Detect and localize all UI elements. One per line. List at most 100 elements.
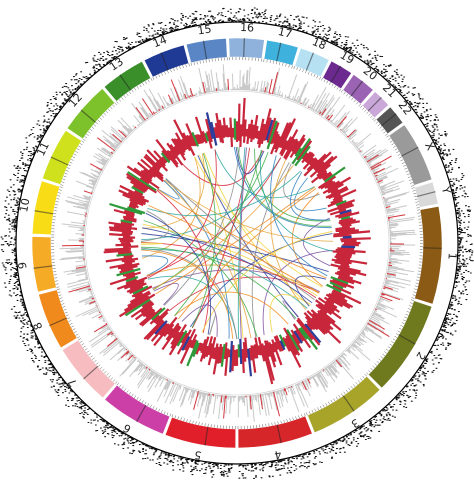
inner-bars-blue	[154, 112, 356, 377]
link-arc	[235, 146, 265, 175]
chromosome-label-16: 16	[240, 21, 255, 35]
chromosome-segment-y	[414, 181, 439, 208]
chromosome-label-7: 7	[65, 375, 79, 389]
link-arc	[165, 178, 230, 339]
chromosome-label-8: 8	[31, 320, 46, 331]
link-arc	[237, 146, 332, 227]
chromosome-segment-9	[31, 236, 57, 293]
chromosome-segment-19	[322, 60, 353, 90]
link-arc	[293, 177, 327, 212]
link-arc	[181, 304, 218, 337]
link-arc	[237, 147, 246, 340]
chromosome-label-22: 22	[396, 99, 415, 118]
chromosome-label-19: 19	[338, 49, 357, 67]
link-arc	[140, 241, 317, 298]
link-arc	[141, 255, 169, 277]
link-arc	[201, 231, 333, 333]
link-arc	[174, 150, 262, 317]
chromosome-label-18: 18	[310, 35, 328, 52]
link-arc	[163, 180, 252, 339]
chromosome-segment-2	[367, 300, 433, 389]
link-arc	[140, 242, 164, 245]
link-arc	[290, 171, 331, 221]
link-arc	[182, 150, 264, 186]
link-arc	[191, 147, 251, 329]
link-arc	[259, 150, 333, 252]
link-arc	[146, 264, 320, 293]
link-arc	[157, 188, 327, 279]
link-arc	[145, 212, 212, 335]
chromosome-label-15: 15	[197, 22, 213, 37]
chromosome-label-11: 11	[34, 140, 52, 158]
inner-bar-track	[103, 97, 371, 385]
link-arc	[178, 188, 317, 320]
link-arcs	[140, 146, 334, 340]
chromosome-label-y: Y	[439, 184, 454, 195]
link-arc	[270, 159, 307, 311]
link-arc	[294, 275, 327, 307]
link-arc	[282, 300, 299, 320]
chromosome-segment-20	[342, 73, 374, 105]
link-arc	[203, 152, 310, 307]
chromosome-segment-5	[164, 416, 237, 449]
chromosome-label-5: 5	[193, 448, 202, 462]
chromosome-label-17: 17	[277, 25, 294, 41]
chromosome-ideogram-ring	[31, 37, 443, 449]
link-arc	[254, 148, 331, 222]
inner-bars-red	[103, 97, 371, 385]
chromosome-segment-16	[228, 37, 265, 60]
chromosome-label-2: 2	[413, 349, 428, 362]
link-arc	[214, 149, 315, 199]
histogram-track	[59, 64, 417, 422]
link-arc	[141, 247, 238, 340]
chromosome-label-13: 13	[107, 55, 126, 74]
outer-scatter-track	[0, 7, 474, 479]
chromosome-segment-x	[388, 124, 433, 186]
chromosome-segment-8	[38, 289, 78, 349]
chromosome-label-x: X	[422, 140, 437, 153]
link-arc	[141, 248, 308, 309]
link-arc	[156, 189, 210, 334]
chromosome-label-1: 1	[445, 252, 458, 260]
link-arc	[155, 186, 316, 295]
chromosome-label-6: 6	[121, 421, 134, 436]
chromosome-segment-18	[294, 47, 330, 78]
chromosome-segment-21	[361, 91, 390, 119]
chromosome-segment-6	[104, 384, 171, 435]
chromosome-segment-4	[237, 415, 313, 449]
chromosome-label-14: 14	[151, 33, 169, 50]
link-arc	[147, 170, 301, 217]
inner-bars-green	[109, 118, 351, 367]
chromosome-segment-17	[263, 39, 299, 66]
link-arc	[163, 146, 240, 306]
chromosome-label-12: 12	[66, 91, 85, 110]
link-arc	[194, 156, 323, 288]
link-arc	[191, 152, 216, 328]
link-arc	[148, 205, 320, 294]
scatter-points	[0, 7, 474, 479]
link-arc	[208, 313, 217, 336]
chromosome-segment-3	[306, 375, 381, 434]
link-arc	[147, 149, 217, 279]
link-arc	[143, 220, 258, 338]
link-arc	[142, 227, 313, 304]
chromosome-segment-11	[42, 129, 83, 185]
chromosome-label-10: 10	[17, 197, 32, 213]
histogram-bars	[59, 64, 417, 422]
chromosome-segment-14	[143, 44, 190, 78]
chromosome-label-4: 4	[273, 448, 282, 462]
link-arc	[174, 291, 289, 325]
link-arc	[262, 249, 333, 336]
link-arc	[157, 180, 180, 200]
chromosome-segment-1	[414, 205, 443, 305]
chromosome-label-21: 21	[380, 81, 399, 100]
chromosome-label-3: 3	[349, 416, 362, 431]
link-arc	[233, 146, 332, 229]
link-arc	[269, 294, 311, 333]
link-arc	[270, 155, 328, 277]
link-arc	[153, 283, 179, 306]
link-arc	[142, 223, 318, 297]
link-arc	[164, 179, 334, 242]
link-arc	[152, 165, 294, 290]
